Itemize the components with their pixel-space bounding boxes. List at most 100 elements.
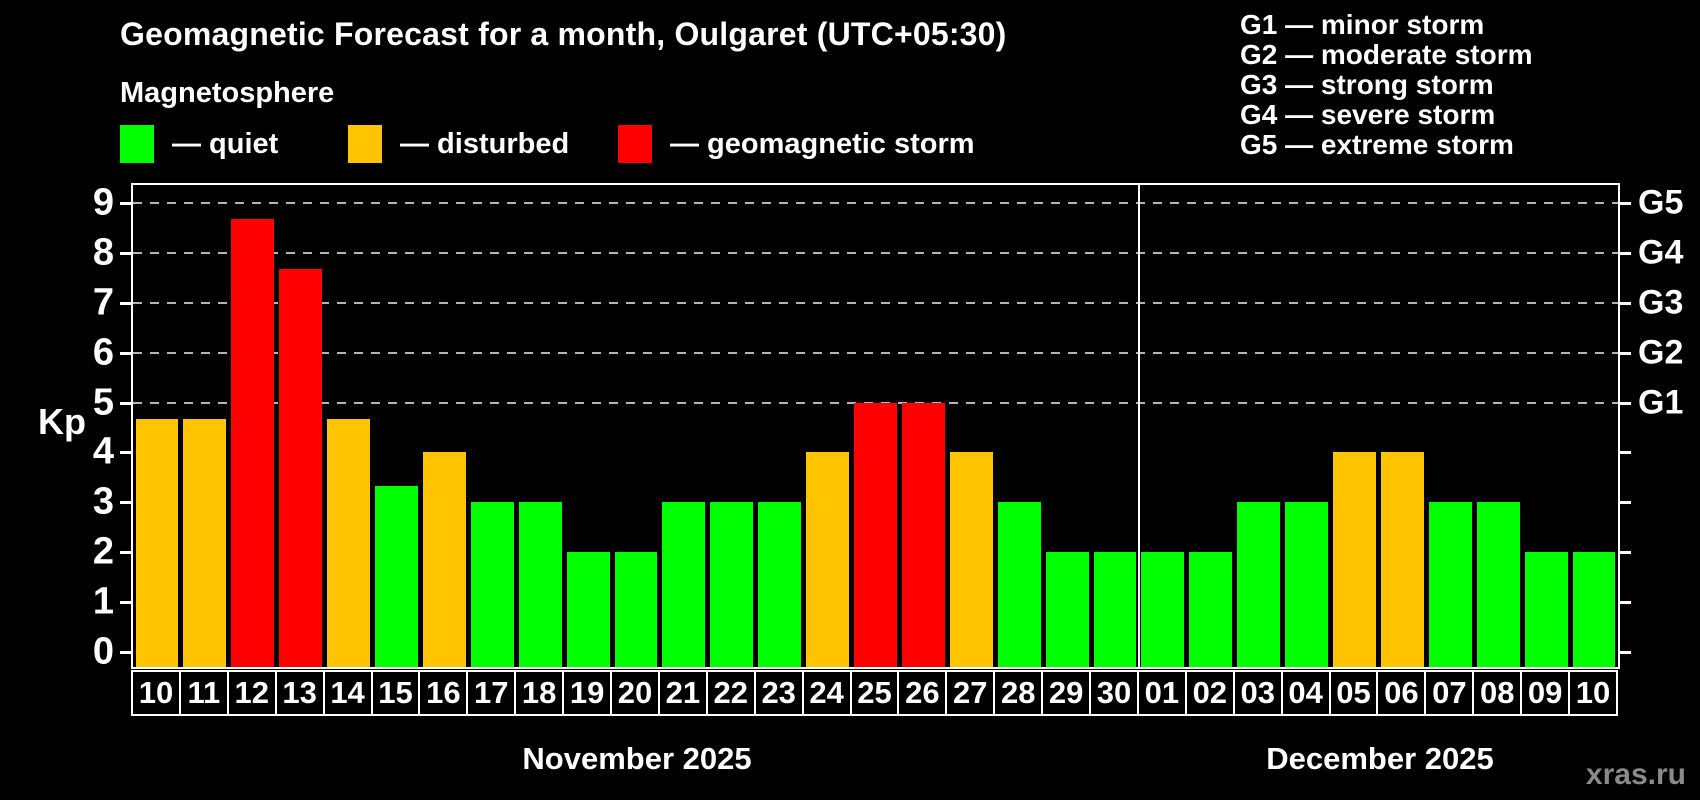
kp-bar-25: [854, 402, 897, 667]
kp-bar-10: [135, 418, 179, 667]
right-axis-tick-4: [1620, 451, 1631, 455]
legend-item-disturbed: — disturbed: [348, 124, 569, 164]
kp-bar-01: [1141, 552, 1185, 667]
kp-bar-06: [1380, 452, 1424, 667]
kp-bar-17: [470, 502, 514, 667]
right-axis-tick-9: [1620, 201, 1631, 205]
left-axis-tick-1: [120, 601, 131, 605]
kp-bar-21: [662, 502, 706, 667]
day-label-nov-24: 24: [801, 670, 852, 716]
day-label-dec-08: 08: [1472, 670, 1523, 716]
right-axis-tick-0: [1620, 651, 1631, 654]
kp-bar-26: [901, 402, 945, 667]
left-axis-tick-0: [120, 651, 131, 654]
y-axis-title: Kp: [38, 401, 86, 443]
y-axis-label-8: 8: [92, 231, 114, 274]
kp-bar-12: [231, 219, 275, 667]
kp-bar-16: [422, 452, 466, 667]
day-label-nov-20: 20: [610, 670, 660, 716]
month-label-november: November 2025: [522, 741, 752, 776]
g-legend-line-5: G5 — extreme storm: [1240, 129, 1514, 160]
kp-bar-24: [806, 452, 850, 667]
left-axis-tick-8: [120, 251, 131, 255]
g-legend-line-3: G3 — strong storm: [1240, 69, 1494, 100]
day-label-dec-04: 04: [1280, 670, 1331, 716]
kp-bar-05: [1333, 452, 1376, 667]
kp-bar-22: [710, 502, 754, 667]
watermark: xras.ru: [1585, 758, 1686, 791]
left-axis-tick-7: [120, 301, 131, 305]
day-label-dec-03: 03: [1232, 670, 1283, 716]
kp-bar-30: [1093, 552, 1137, 667]
y-axis-label-3: 3: [92, 480, 114, 523]
day-label-nov-11: 11: [178, 670, 229, 716]
kp-bar-19: [566, 552, 610, 667]
gridline-kp-9: [133, 201, 1618, 204]
day-label-dec-02: 02: [1184, 670, 1235, 716]
right-axis-tick-5: [1620, 401, 1631, 405]
day-labels-row: 10 11 12 13 14 15 16 17 18 19 20 21 22 23 24 25 26 27 28 29…: [131, 670, 1620, 716]
y-axis-label-7: 7: [92, 281, 114, 324]
month-divider: [1137, 185, 1140, 667]
kp-bar-10: [1572, 552, 1616, 667]
day-label-nov-22: 22: [705, 670, 756, 716]
left-axis-tick-2: [120, 551, 131, 555]
legend-item-storm: — geomagnetic storm: [618, 124, 975, 164]
kp-bar-08: [1476, 502, 1520, 667]
right-axis-tick-1: [1620, 601, 1631, 605]
day-label-nov-15: 15: [370, 670, 421, 716]
day-label-nov-14: 14: [322, 670, 373, 716]
right-axis-label-g2: G2: [1638, 333, 1684, 372]
y-axis-label-0: 0: [92, 630, 114, 673]
day-label-nov-30: 30: [1089, 670, 1139, 716]
kp-bar-11: [183, 418, 227, 667]
y-axis-label-5: 5: [92, 381, 114, 423]
g-legend-line-1: G1 — minor storm: [1240, 9, 1485, 40]
right-axis-label-g3: G3: [1638, 283, 1684, 322]
quiet-color-swatch: [120, 125, 154, 163]
kp-bar-28: [997, 502, 1041, 667]
right-axis-label-g4: G4: [1638, 233, 1684, 272]
day-label-nov-28: 28: [993, 670, 1044, 716]
left-axis-tick-4: [120, 451, 131, 455]
left-axis-tick-6: [120, 351, 131, 355]
kp-bar-03: [1237, 502, 1281, 667]
day-label-nov-12: 12: [226, 670, 277, 716]
day-label-nov-18: 18: [514, 670, 565, 716]
kp-bar-15: [375, 485, 418, 667]
day-label-nov-19: 19: [562, 670, 613, 716]
day-label-dec-07: 07: [1424, 670, 1475, 716]
right-axis-label-g1: G1: [1638, 383, 1684, 421]
gridline-kp-7: [133, 301, 1618, 304]
right-axis-tick-7: [1620, 301, 1631, 305]
disturbed-color-swatch: [348, 125, 382, 163]
y-axis-label-2: 2: [92, 530, 114, 573]
y-axis-label-1: 1: [92, 580, 114, 623]
kp-bar-02: [1189, 552, 1233, 667]
kp-bar-14: [327, 418, 370, 667]
y-axis-label-6: 6: [92, 331, 114, 374]
kp-bar-29: [1045, 552, 1089, 667]
kp-bar-20: [614, 552, 658, 667]
kp-bar-27: [949, 452, 993, 667]
plot-area: [131, 183, 1620, 669]
day-label-nov-27: 27: [945, 670, 996, 716]
legend-item-quiet: — quiet: [120, 124, 278, 164]
kp-bar-13: [279, 269, 323, 667]
gridline-kp-6: [133, 351, 1618, 354]
chart-title: Geomagnetic Forecast for a month, Oulgar…: [120, 16, 1007, 52]
right-axis-tick-2: [1620, 551, 1631, 555]
day-label-nov-16: 16: [418, 670, 469, 716]
kp-bar-09: [1524, 552, 1568, 667]
legend-label-quiet: — quiet: [172, 127, 279, 160]
day-label-nov-10: 10: [131, 670, 181, 716]
right-axis-tick-3: [1620, 501, 1631, 505]
day-label-nov-25: 25: [849, 670, 900, 716]
day-label-nov-17: 17: [466, 670, 517, 716]
g-scale-legend: G1 — minor storm G2 — moderate storm G3 …: [1240, 10, 1533, 160]
day-label-nov-26: 26: [897, 670, 948, 716]
gridline-kp-8: [133, 251, 1618, 254]
day-label-dec-09: 09: [1520, 670, 1571, 716]
legend-label-disturbed: — disturbed: [400, 127, 570, 160]
